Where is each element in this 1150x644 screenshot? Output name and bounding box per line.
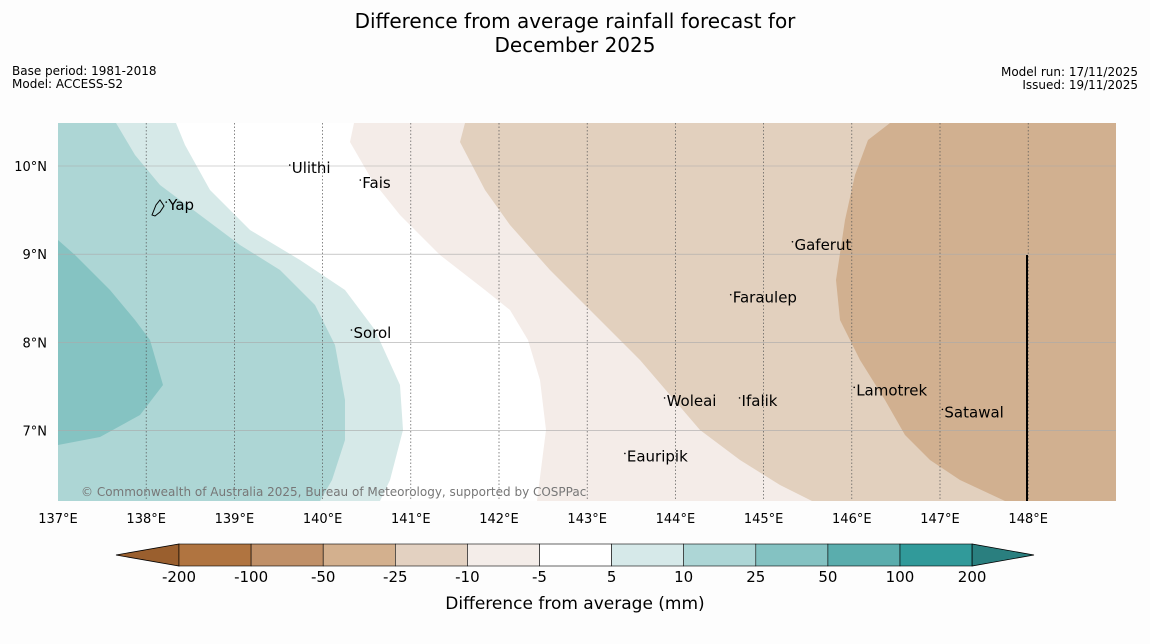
longitude-label: 145°E [744, 512, 784, 527]
place-label: Satawal [944, 403, 1003, 421]
place-label: Ulithi [292, 159, 331, 177]
place-label: Faraulep [733, 289, 797, 307]
longitude-label: 142°E [479, 512, 519, 527]
place-marker [350, 329, 353, 331]
latitude-label: 10°N [14, 160, 47, 175]
latitude-labels: 10°N 9°N 8°N 7°N [14, 160, 47, 440]
colorbar-segment [683, 543, 757, 567]
place-marker [288, 164, 291, 166]
colorbar-tick-label: 50 [818, 568, 838, 586]
place-marker [729, 293, 732, 296]
longitude-label: 147°E [920, 512, 960, 527]
longitude-label: 138°E [126, 512, 166, 527]
place-label: Woleai [667, 392, 717, 410]
title-line-1: Difference from average rainfall forecas… [354, 9, 796, 33]
colorbar [115, 543, 1035, 567]
colorbar-tick-label: -200 [161, 568, 197, 586]
colorbar-tick-label: 5 [606, 568, 617, 586]
place-label: Lamotrek [856, 381, 927, 399]
place-marker [663, 397, 666, 399]
latitude-label: 9°N [23, 248, 48, 263]
colorbar-tick-label: -50 [310, 568, 336, 586]
meta-left: Base period: 1981-2018 Model: ACCESS-S2 [12, 65, 157, 91]
place-labels: Yap Ulithi Fais Gaferut Faraulep Sorol Lamotre… [165, 159, 1004, 465]
colorbar-title: Difference from average (mm) [445, 594, 705, 614]
longitude-label: 139°E [215, 512, 255, 527]
place-marker [738, 397, 741, 399]
model-name: Model: ACCESS-S2 [12, 77, 124, 91]
colorbar-segment [539, 543, 612, 567]
place-label: Fais [362, 174, 391, 192]
model-run: Model run: 17/11/2025 [1000, 65, 1138, 79]
place-label: Yap [167, 196, 194, 214]
longitude-label: 146°E [832, 512, 872, 527]
place-marker [359, 179, 362, 181]
longitude-label: 143°E [567, 512, 607, 527]
colorbar-extend-high [971, 543, 1035, 567]
longitude-label: 140°E [303, 512, 343, 527]
place-marker [165, 201, 168, 203]
colorbar-extend-low [115, 543, 180, 567]
gridlines [58, 123, 1116, 501]
colorbar-tick-label: 25 [746, 568, 766, 586]
region-brown-dark [836, 123, 1116, 501]
longitude-label: 141°E [391, 512, 431, 527]
latitude-label: 8°N [23, 336, 48, 351]
longitude-label: 137°E [38, 512, 78, 527]
chart-title: Difference from average rainfall forecas… [0, 9, 1150, 57]
colorbar-segment [322, 543, 396, 567]
colorbar-segment [178, 543, 252, 567]
colorbar-tick-label: -10 [455, 568, 480, 586]
yap-island-outline [151, 199, 165, 217]
place-label: Gaferut [794, 236, 851, 254]
longitude-labels: 137°E 138°E 139°E 140°E 141°E 142°E 143°E 144°E… [38, 512, 1048, 527]
colorbar-labels: -200 -100 -50 -25 -10 -5 5 10 25 50 100 200 [0, 568, 1150, 588]
place-marker [624, 452, 626, 455]
colorbar-tick-label: -100 [234, 568, 269, 586]
latitude-label: 7°N [23, 425, 48, 440]
place-label: Eauripik [627, 447, 688, 465]
title-line-2: December 2025 [494, 33, 656, 57]
place-marker [941, 408, 944, 411]
issued-date: Issued: 19/11/2025 [1022, 78, 1138, 92]
place-marker [853, 386, 856, 389]
colorbar-tick-label: 200 [957, 568, 987, 586]
colorbar-tick-label: 100 [885, 568, 915, 586]
base-period: Base period: 1981-2018 [12, 64, 157, 78]
copyright: © Commonwealth of Australia 2025, Bureau… [81, 485, 586, 499]
map-area: Yap Ulithi Fais Gaferut Faraulep Sorol Lamotre… [58, 123, 1116, 501]
longitude-label: 144°E [656, 512, 696, 527]
colorbar-tick-label: 10 [674, 568, 694, 586]
colorbar-segment [827, 543, 901, 567]
place-label: Ifalik [742, 392, 778, 410]
colorbar-tick-label: -25 [383, 568, 408, 586]
place-label: Sorol [353, 324, 391, 342]
colorbar-segment [755, 543, 829, 567]
colorbar-segment [899, 543, 973, 567]
colorbar-segment [611, 543, 684, 567]
colorbar-segment [394, 543, 468, 567]
longitude-label: 148°E [1008, 512, 1048, 527]
colorbar-tick-label: -5 [532, 568, 547, 586]
colorbar-segment [250, 543, 324, 567]
meta-right: Model run: 17/11/2025 Issued: 19/11/2025 [1001, 66, 1138, 92]
colorbar-segment [467, 543, 540, 567]
place-marker [791, 240, 794, 243]
